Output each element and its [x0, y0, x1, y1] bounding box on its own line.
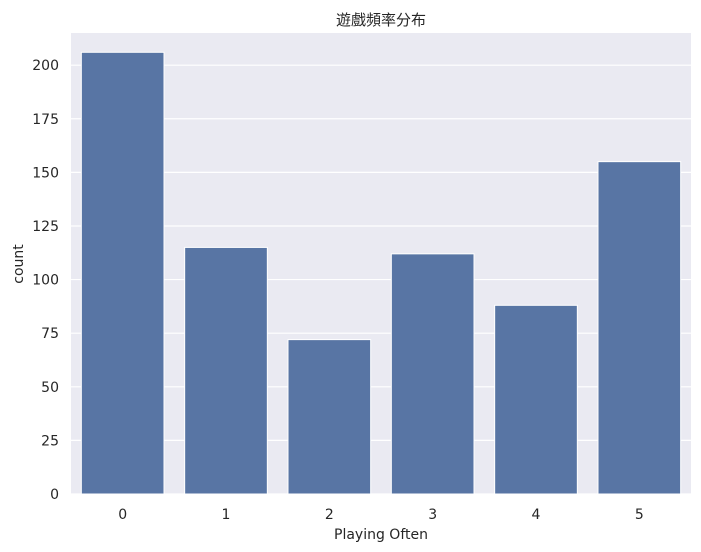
- x-tick-label: 0: [118, 507, 127, 523]
- x-tick-label: 3: [428, 507, 437, 523]
- bar-3: [390, 253, 475, 495]
- y-tick-label: 150: [32, 165, 59, 181]
- bar-4: [494, 304, 578, 495]
- y-tick-label: 175: [32, 112, 59, 128]
- x-tick-labels: 0 1 2 3 4 5: [118, 507, 644, 523]
- y-tick-label: 0: [50, 487, 59, 503]
- bar-2: [287, 339, 372, 495]
- bar-0: [80, 51, 165, 495]
- bar-5: [597, 161, 682, 495]
- y-tick-label: 200: [32, 58, 59, 74]
- bars: [80, 51, 682, 495]
- x-axis-label: Playing Often: [334, 527, 428, 543]
- x-tick-label: 2: [325, 507, 334, 523]
- y-tick-label: 100: [32, 273, 59, 289]
- y-tick-label: 125: [32, 219, 59, 235]
- y-axis-label: count: [11, 244, 27, 284]
- plot-background: [71, 33, 691, 494]
- x-tick-label: 1: [222, 507, 231, 523]
- y-tick-label: 50: [41, 380, 59, 396]
- y-tick-label: 75: [41, 326, 59, 342]
- x-tick-label: 4: [532, 507, 541, 523]
- gridlines: [71, 64, 691, 495]
- chart-title: 遊戲頻率分布: [336, 11, 426, 29]
- y-tick-labels: 0 25 50 75 100 125 150 175 200: [32, 58, 59, 503]
- x-tick-label: 5: [635, 507, 644, 523]
- y-tick-label: 25: [41, 433, 59, 449]
- bar-1: [184, 246, 268, 495]
